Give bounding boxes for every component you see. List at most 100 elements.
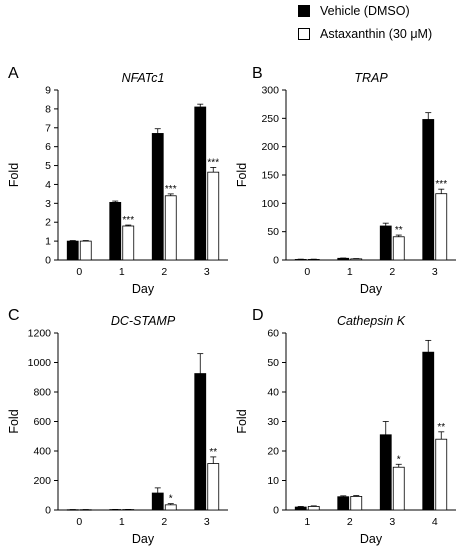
y-tick-label: 0 xyxy=(45,505,51,517)
bar-vehicle xyxy=(109,201,122,261)
chart-title: DC-STAMP xyxy=(111,314,176,328)
y-axis-label: Fold xyxy=(7,163,21,187)
bar-astaxanthin xyxy=(435,438,448,511)
bar-vehicle xyxy=(422,351,435,511)
legend-swatch-astaxanthin xyxy=(298,28,310,40)
bar-vehicle xyxy=(379,434,392,511)
bar-vehicle xyxy=(66,240,79,261)
significance-label: * xyxy=(169,494,173,505)
y-tick-label: 0 xyxy=(45,255,51,267)
significance-label: *** xyxy=(122,215,134,226)
y-tick-label: 50 xyxy=(267,357,279,369)
bar-astaxanthin xyxy=(435,193,448,261)
y-axis-label: Fold xyxy=(235,163,249,187)
panel-letter: B xyxy=(252,65,263,82)
y-tick-label: 150 xyxy=(261,170,279,182)
y-tick-label: 60 xyxy=(267,328,279,340)
x-tick-label: 2 xyxy=(389,266,395,278)
legend-label-astaxanthin: Astaxanthin (30 μM) xyxy=(320,27,433,41)
panel-b: B TRAP 0 50 100 150 200 250 300 Fold 0 1 2 ** 3 *** Day xyxy=(235,65,456,296)
x-tick-label: 0 xyxy=(76,516,82,528)
bar-astaxanthin xyxy=(350,496,363,511)
y-tick-label: 40 xyxy=(267,387,279,399)
bar-astaxanthin xyxy=(79,240,92,261)
bar-vehicle xyxy=(294,506,307,511)
y-tick-label: 10 xyxy=(267,475,279,487)
y-tick-label: 800 xyxy=(33,387,51,399)
x-axis-label: Day xyxy=(132,282,155,296)
bar-astaxanthin xyxy=(207,171,220,261)
bar-vehicle xyxy=(379,225,392,261)
x-tick-label: 4 xyxy=(432,516,438,528)
bar-astaxanthin xyxy=(122,225,135,261)
bar-astaxanthin xyxy=(207,463,220,511)
x-axis-label: Day xyxy=(360,532,383,546)
bar-astaxanthin xyxy=(392,236,405,261)
y-axis-label: Fold xyxy=(235,409,249,433)
x-tick-label: 2 xyxy=(161,266,167,278)
x-axis-label: Day xyxy=(360,282,383,296)
y-tick-label: 600 xyxy=(33,416,51,428)
x-tick-label: 1 xyxy=(119,266,125,278)
x-tick-label: 0 xyxy=(304,266,310,278)
bar-vehicle xyxy=(337,257,350,261)
bar-astaxanthin xyxy=(164,195,177,261)
bar-vehicle xyxy=(194,106,207,261)
panel-d: D Cathepsin K 0 10 20 30 40 50 60 Fold 1 2 3 * 4 ** Day xyxy=(235,307,456,546)
y-tick-label: 9 xyxy=(45,85,51,97)
panel-letter: A xyxy=(8,65,19,82)
y-tick-label: 1000 xyxy=(28,357,52,369)
significance-label: *** xyxy=(207,157,219,168)
y-tick-label: 2 xyxy=(45,217,51,229)
x-tick-label: 3 xyxy=(432,266,438,278)
bar-astaxanthin xyxy=(392,466,405,511)
y-tick-label: 20 xyxy=(267,446,279,458)
y-tick-label: 400 xyxy=(33,446,51,458)
bar-vehicle xyxy=(151,492,164,511)
x-tick-label: 3 xyxy=(204,266,210,278)
bar-vehicle xyxy=(422,119,435,261)
y-tick-label: 0 xyxy=(273,255,279,267)
y-tick-label: 1 xyxy=(45,236,51,248)
chart-title: NFATc1 xyxy=(122,71,165,85)
panel-letter: C xyxy=(8,307,20,324)
y-tick-label: 4 xyxy=(45,179,51,191)
y-tick-label: 100 xyxy=(261,198,279,210)
bar-vehicle xyxy=(151,133,164,261)
bar-astaxanthin xyxy=(307,506,320,511)
x-tick-label: 1 xyxy=(304,516,310,528)
y-tick-label: 8 xyxy=(45,103,51,115)
x-tick-label: 2 xyxy=(347,516,353,528)
x-tick-label: 2 xyxy=(161,516,167,528)
x-tick-label: 1 xyxy=(347,266,353,278)
y-tick-label: 200 xyxy=(33,475,51,487)
y-tick-label: 250 xyxy=(261,113,279,125)
y-tick-label: 30 xyxy=(267,416,279,428)
y-tick-label: 6 xyxy=(45,141,51,153)
y-tick-label: 1200 xyxy=(28,328,52,340)
y-axis-label: Fold xyxy=(7,409,21,433)
y-tick-label: 50 xyxy=(267,226,279,238)
x-tick-label: 3 xyxy=(389,516,395,528)
x-tick-label: 1 xyxy=(119,516,125,528)
y-tick-label: 300 xyxy=(261,85,279,97)
y-tick-label: 5 xyxy=(45,160,51,172)
significance-label: *** xyxy=(435,179,447,190)
panel-c: C DC-STAMP 0 200 400 600 800 1000 1200 Fold 0 1 2* 3 *… xyxy=(7,307,228,546)
significance-label: ** xyxy=(437,422,445,433)
y-tick-label: 7 xyxy=(45,122,51,134)
bar-astaxanthin xyxy=(350,258,363,261)
significance-label: * xyxy=(397,454,401,465)
chart-title: Cathepsin K xyxy=(337,314,406,328)
significance-label: ** xyxy=(395,225,403,236)
x-axis-label: Day xyxy=(132,532,155,546)
significance-label: *** xyxy=(165,184,177,195)
panel-letter: D xyxy=(252,307,264,324)
x-tick-label: 0 xyxy=(76,266,82,278)
legend-label-vehicle: Vehicle (DMSO) xyxy=(320,4,410,18)
x-tick-label: 3 xyxy=(204,516,210,528)
y-tick-label: 0 xyxy=(273,505,279,517)
significance-label: ** xyxy=(209,447,217,458)
